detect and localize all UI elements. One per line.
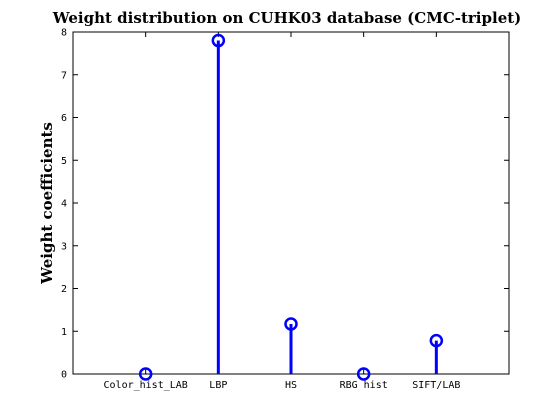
y-axis-ticks: 0 1 2 3 4 5 6 7 8 <box>61 28 509 381</box>
stem-marker <box>211 33 226 48</box>
stem-marker <box>138 367 153 381</box>
x-tick-label: RBG hist <box>340 380 388 391</box>
y-tick-label: 2 <box>61 284 67 295</box>
x-tick-label: HS <box>285 380 297 391</box>
stem-series <box>138 33 444 381</box>
x-tick-label: SIFT/LAB <box>412 380 460 391</box>
chart-title: Weight distribution on CUHK03 database (… <box>52 9 522 27</box>
stem-marker <box>356 367 371 381</box>
y-tick-label: 6 <box>61 113 67 124</box>
plot-area-frame <box>72 31 510 375</box>
y-tick-label: 7 <box>61 70 67 81</box>
x-tick-label: LBP <box>209 380 227 391</box>
y-tick-label: 4 <box>61 199 67 210</box>
y-tick-label: 0 <box>61 370 67 381</box>
stem-marker <box>429 333 444 348</box>
x-tick-label: Color_hist_LAB <box>104 380 188 391</box>
y-tick-label: 8 <box>61 28 67 39</box>
y-tick-label: 5 <box>61 156 67 167</box>
x-axis-ticks: Color_hist_LAB LBP HS RBG hist SIFT/LAB <box>104 32 460 391</box>
y-axis-label: Weight coefficients <box>38 122 56 285</box>
y-tick-label: 3 <box>61 241 67 252</box>
y-tick-label: 1 <box>61 327 67 338</box>
stem-marker <box>284 317 298 331</box>
